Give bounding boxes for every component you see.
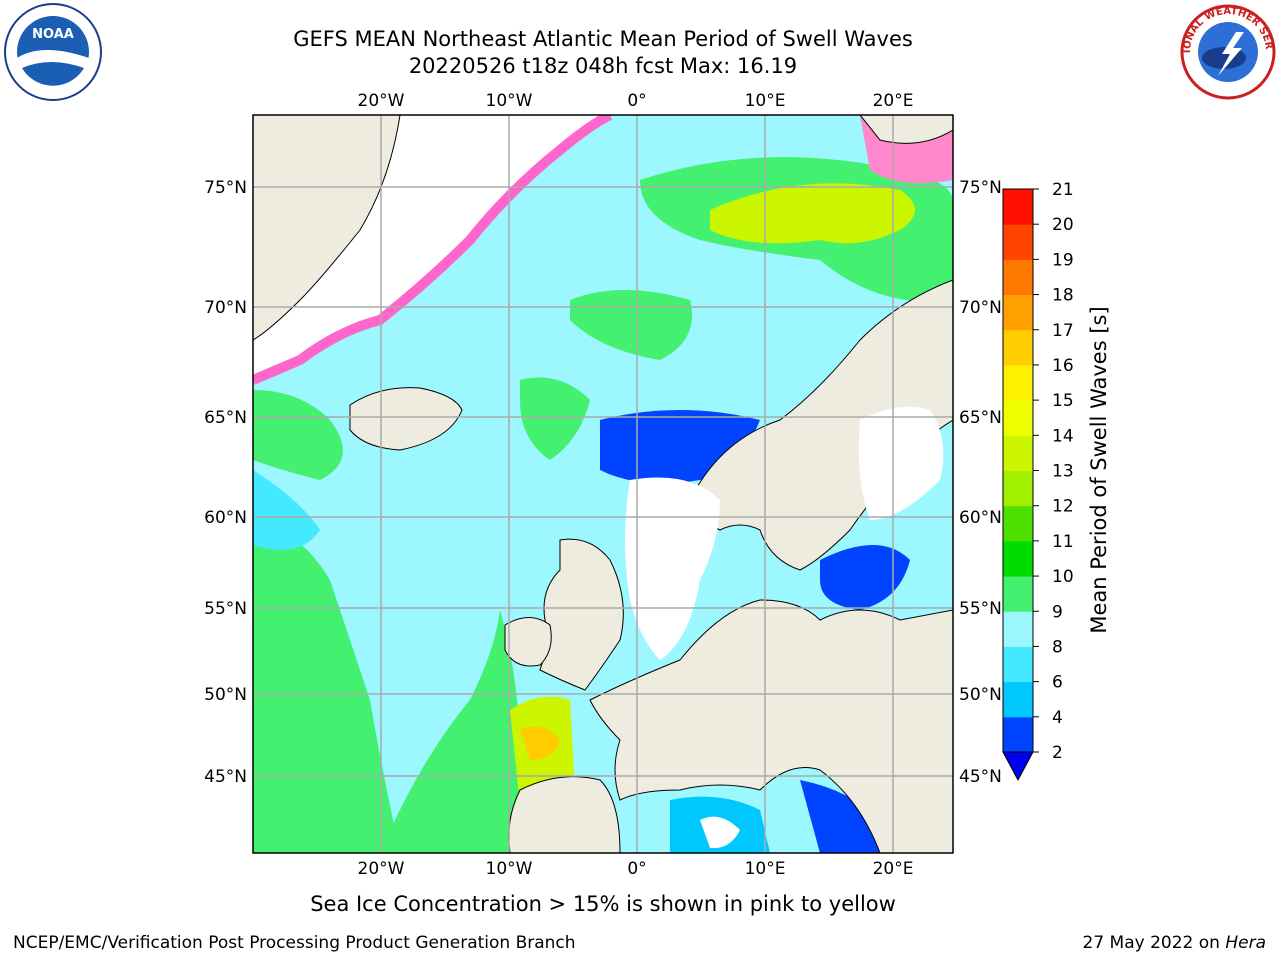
swell-region-irminger <box>253 470 320 550</box>
colorbar-segment <box>1003 646 1033 683</box>
map-panel <box>253 115 953 853</box>
lon-label-bottom-20w: 20°W <box>358 859 405 879</box>
colorbar-tick-label: 8 <box>1052 637 1063 657</box>
land-greenland <box>253 115 401 341</box>
colorbar-tick-label: 21 <box>1052 180 1074 200</box>
lat-label-right-60n: 60°N <box>959 508 1002 528</box>
lat-label-right-65n: 65°N <box>959 408 1002 428</box>
missing-med-area <box>700 816 740 849</box>
lat-label-right-70n: 70°N <box>959 298 1002 318</box>
lat-label-left-55n: 55°N <box>204 599 247 619</box>
colorbar-tick-label: 19 <box>1052 250 1074 270</box>
lon-label-top-20w: 20°W <box>358 91 405 111</box>
noaa-logo: NOAA <box>4 3 102 101</box>
lon-label-top-10w: 10°W <box>486 91 533 111</box>
map-frame <box>252 114 954 854</box>
colorbar: 2 4 6 8 9 10 11 12 13 14 15 16 17 18 19 20 21 <box>1002 180 1074 782</box>
lat-label-left-75n: 75°N <box>204 178 247 198</box>
lat-label-right-55n: 55°N <box>959 599 1002 619</box>
swell-region-baltic <box>820 545 910 610</box>
land-ireland <box>504 617 552 667</box>
colorbar-tick-label: 15 <box>1052 391 1074 411</box>
lat-label-right-45n: 45°N <box>959 767 1002 787</box>
colorbar-segment <box>1003 435 1033 471</box>
missing-gulf-bothnia <box>858 406 944 520</box>
colorbar-tick-label: 17 <box>1052 321 1074 341</box>
missing-north-sea <box>625 477 720 660</box>
lon-label-bottom-10w: 10°W <box>486 859 533 879</box>
land-europe <box>589 599 953 853</box>
colorbar-tick-label: 16 <box>1052 356 1074 376</box>
colorbar-segment <box>1003 540 1033 577</box>
colorbar-segment <box>1003 329 1033 366</box>
colorbar-tick-label: 14 <box>1052 426 1074 446</box>
colorbar-tick-label: 6 <box>1052 673 1063 693</box>
footer-date: 27 May 2022 on Hera <box>1083 933 1267 953</box>
caption: Sea Ice Concentration > 15% is shown in … <box>310 892 896 916</box>
colorbar-title: Mean Period of Swell Waves [s] <box>1087 306 1111 633</box>
colorbar-segment <box>1003 716 1033 753</box>
colorbar-tick-label: 20 <box>1052 215 1074 235</box>
chart-title: GEFS MEAN Northeast Atlantic Mean Period… <box>293 27 913 51</box>
colorbar-tick-label: 18 <box>1052 286 1074 306</box>
lat-label-left-45n: 45°N <box>204 767 247 787</box>
lat-label-left-60n: 60°N <box>204 508 247 528</box>
lon-label-top-10e: 10°E <box>745 91 786 111</box>
land-iceland <box>349 387 463 451</box>
colorbar-segment <box>1003 470 1033 507</box>
colorbar-segment <box>1003 364 1033 401</box>
lat-label-left-50n: 50°N <box>204 685 247 705</box>
land-iberia <box>508 776 621 853</box>
colorbar-tick-label: 4 <box>1052 708 1063 728</box>
colorbar-segment <box>1003 189 1033 225</box>
colorbar-tick-label: 9 <box>1052 602 1063 622</box>
lon-label-top-0: 0° <box>627 91 646 111</box>
colorbar-segment <box>1003 259 1033 296</box>
graticule <box>253 115 953 853</box>
lon-label-bottom-10e: 10°E <box>745 859 786 879</box>
lon-label-bottom-20e: 20°E <box>873 859 914 879</box>
swell-region-west <box>253 520 400 853</box>
swell-region-barents-high <box>710 183 915 244</box>
colorbar-segment <box>1003 505 1033 542</box>
colorbar-segment <box>1003 576 1033 612</box>
lat-label-left-70n: 70°N <box>204 298 247 318</box>
colorbar-segment <box>1003 224 1033 260</box>
footer-date-text: 27 May 2022 on <box>1082 933 1226 953</box>
nws-logo: NATIONAL WEATHER SERVICE <box>1178 2 1276 100</box>
footer-credit: NCEP/EMC/Verification Post Processing Pr… <box>13 933 576 953</box>
colorbar-tick-label: 2 <box>1052 743 1063 763</box>
colorbar-segment <box>1003 400 1033 436</box>
footer-host: Hera <box>1225 933 1266 953</box>
chart-subtitle: 20220526 t18z 048h fcst Max: 16.19 <box>408 54 798 78</box>
swell-region-biscay <box>380 610 520 853</box>
colorbar-segment <box>1003 294 1033 331</box>
sea-ice-edge <box>253 115 613 385</box>
lon-label-top-20e: 20°E <box>873 91 914 111</box>
lat-label-left-65n: 65°N <box>204 408 247 428</box>
lat-label-right-75n: 75°N <box>959 178 1002 198</box>
swell-region-bay-max <box>520 726 560 760</box>
colorbar-tick-label: 10 <box>1052 567 1074 587</box>
swell-region-greenland-south <box>253 390 343 480</box>
land-great-britain <box>539 538 624 691</box>
lon-label-bottom-0: 0° <box>627 859 646 879</box>
colorbar-tick-label: 12 <box>1052 497 1074 517</box>
colorbar-segment <box>1003 681 1033 718</box>
colorbar-tick-label: 13 <box>1052 462 1074 482</box>
swell-region-faroe <box>520 377 590 460</box>
swell-region-adriatic <box>800 780 880 853</box>
lat-label-right-50n: 50°N <box>959 685 1002 705</box>
colorbar-tick-label: 11 <box>1052 532 1074 552</box>
noaa-logo-text: NOAA <box>32 27 74 42</box>
colorbar-segment <box>1003 611 1033 647</box>
colorbar-extend-arrow <box>1002 751 1034 782</box>
